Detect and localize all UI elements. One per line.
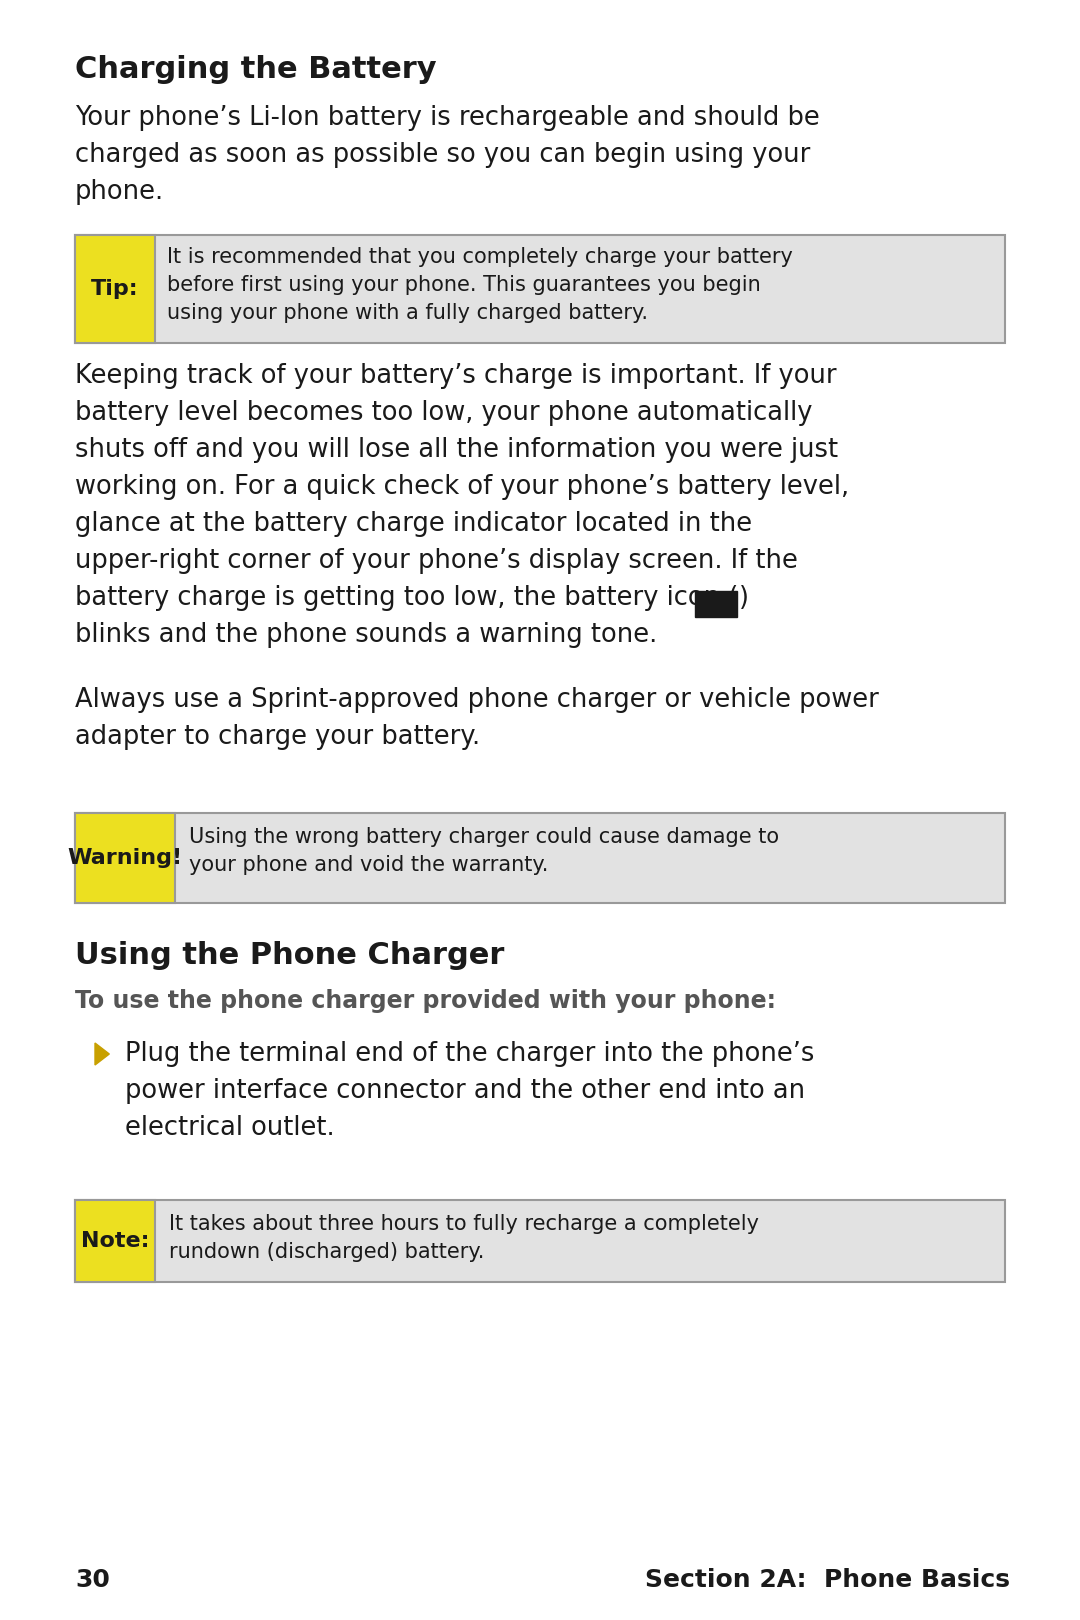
Text: To use the phone charger provided with your phone:: To use the phone charger provided with y…	[75, 988, 777, 1012]
Text: power interface connector and the other end into an: power interface connector and the other …	[125, 1077, 805, 1103]
Text: Note:: Note:	[81, 1231, 149, 1251]
Bar	[75, 235, 1005, 343]
Text: phone.: phone.	[75, 178, 164, 206]
Text: adapter to charge your battery.: adapter to charge your battery.	[75, 724, 481, 750]
Text: ): )	[739, 585, 750, 611]
Text: Warning!: Warning!	[67, 847, 183, 868]
Text: battery level becomes too low, your phone automatically: battery level becomes too low, your phon…	[75, 400, 812, 426]
Text: battery charge is getting too low, the battery icon (: battery charge is getting too low, the b…	[75, 585, 739, 611]
Text: working on. For a quick check of your phone’s battery level,: working on. For a quick check of your ph…	[75, 475, 849, 501]
Bar	[75, 235, 156, 343]
Bar	[696, 591, 737, 617]
Text: Section 2A:  Phone Basics: Section 2A: Phone Basics	[645, 1568, 1010, 1592]
Text: Your phone’s Li-Ion battery is rechargeable and should be: Your phone’s Li-Ion battery is rechargea…	[75, 105, 820, 131]
Text: shuts off and you will lose all the information you were just: shuts off and you will lose all the info…	[75, 437, 838, 463]
Text: 30: 30	[75, 1568, 110, 1592]
Text: Plug the terminal end of the charger into the phone’s: Plug the terminal end of the charger int…	[125, 1042, 814, 1068]
Text: Charging the Battery: Charging the Battery	[75, 55, 436, 84]
Text: Using the Phone Charger: Using the Phone Charger	[75, 941, 504, 970]
Bar	[75, 1200, 156, 1281]
Text: It takes about three hours to fully recharge a completely
rundown (discharged) b: It takes about three hours to fully rech…	[168, 1213, 759, 1262]
Text: electrical outlet.: electrical outlet.	[125, 1115, 335, 1140]
Text: Tip:: Tip:	[91, 279, 139, 300]
Text: upper-right corner of your phone’s display screen. If the: upper-right corner of your phone’s displ…	[75, 548, 798, 573]
Text: It is recommended that you completely charge your battery
before first using you: It is recommended that you completely ch…	[167, 246, 793, 322]
Bar	[75, 1200, 1005, 1281]
Text: Always use a Sprint-approved phone charger or vehicle power: Always use a Sprint-approved phone charg…	[75, 687, 879, 713]
Text: Using the wrong battery charger could cause damage to
your phone and void the wa: Using the wrong battery charger could ca…	[189, 826, 779, 875]
Text: glance at the battery charge indicator located in the: glance at the battery charge indicator l…	[75, 510, 752, 536]
Bar	[75, 813, 175, 902]
Polygon shape	[95, 1043, 109, 1064]
Bar	[75, 813, 1005, 902]
Text: blinks and the phone sounds a warning tone.: blinks and the phone sounds a warning to…	[75, 622, 658, 648]
Text: Keeping track of your battery’s charge is important. If your: Keeping track of your battery’s charge i…	[75, 363, 837, 389]
Text: charged as soon as possible so you can begin using your: charged as soon as possible so you can b…	[75, 143, 810, 168]
